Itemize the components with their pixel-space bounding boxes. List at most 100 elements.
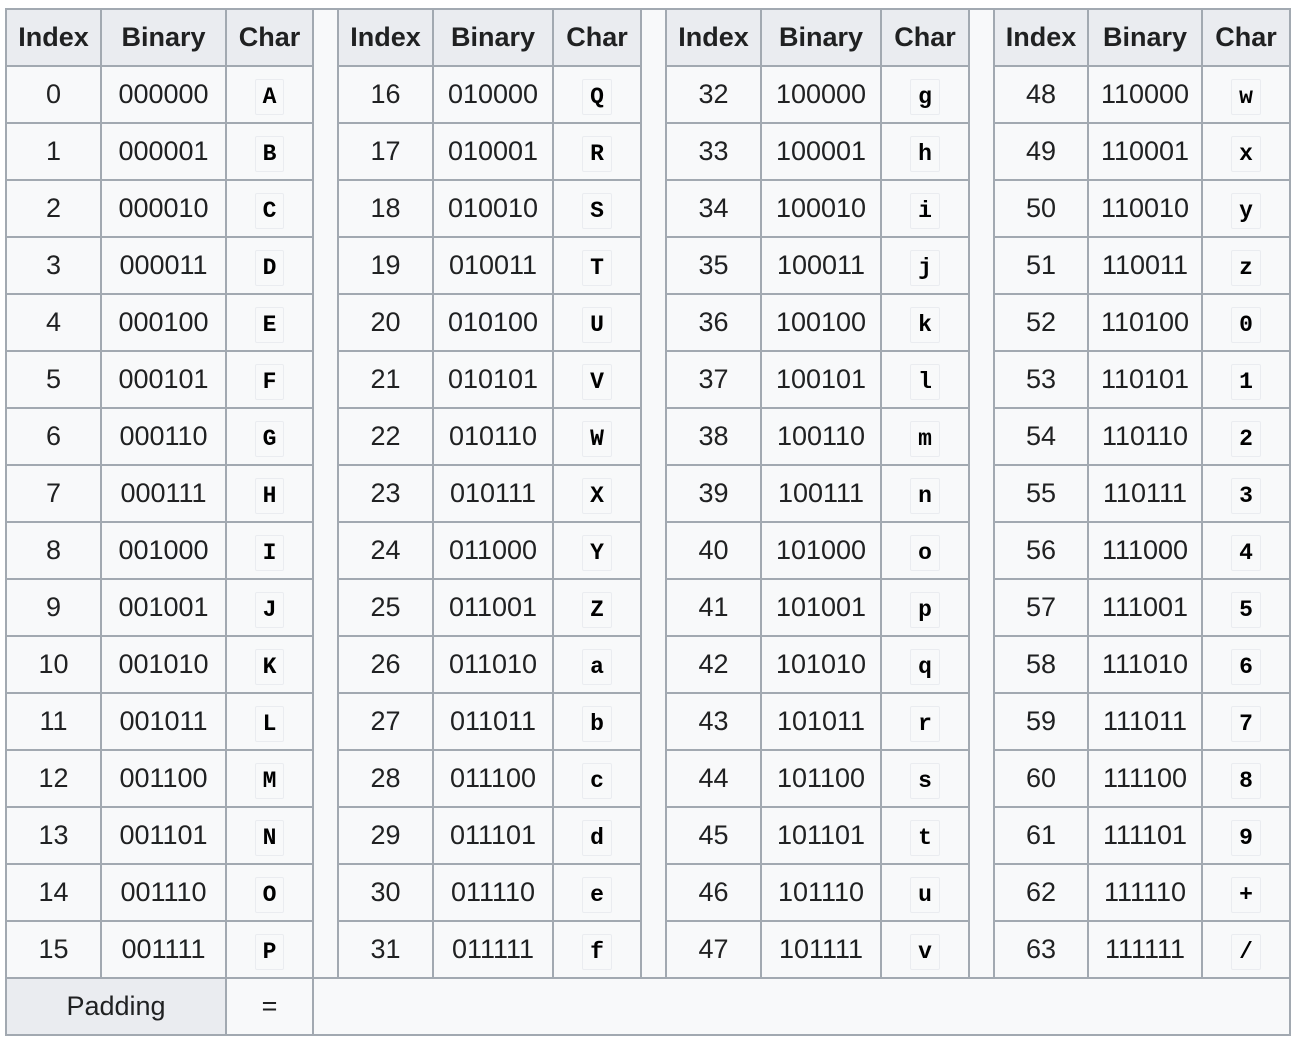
char-cell: V: [552, 350, 642, 409]
char-cell: /: [1201, 920, 1291, 979]
header-row: Index Binary Char Index Binary Char Index Binar…: [5, 8, 1291, 979]
char-code: 4: [1231, 535, 1261, 571]
index-cell: 53: [993, 350, 1089, 409]
char-code: r: [910, 706, 940, 742]
char-code: U: [582, 307, 612, 343]
binary-cell: 000011: [100, 236, 227, 295]
binary-cell: 001010: [100, 635, 227, 694]
index-cell: 21: [337, 350, 434, 409]
index-cell: 46: [665, 863, 762, 922]
index-cell: 44: [665, 749, 762, 808]
char-cell: 6: [1201, 635, 1291, 694]
char-cell: 9: [1201, 806, 1291, 865]
char-code: f: [582, 934, 612, 970]
char-cell: O: [225, 863, 314, 922]
char-code: b: [582, 706, 612, 742]
index-cell: 41: [665, 578, 762, 637]
index-cell: 55: [993, 464, 1089, 523]
char-cell: u: [880, 863, 970, 922]
binary-cell: 111110: [1087, 863, 1203, 922]
char-cell: s: [880, 749, 970, 808]
index-cell: 60: [993, 749, 1089, 808]
index-cell: 42: [665, 635, 762, 694]
index-cell: 23: [337, 464, 434, 523]
char-cell: S: [552, 179, 642, 238]
binary-cell: 010100: [432, 293, 554, 352]
binary-cell: 011110: [432, 863, 554, 922]
table-row: 14 001110 O 30 011110 e 46 101110 u 62 111110 +: [5, 863, 1291, 922]
char-cell: 0: [1201, 293, 1291, 352]
binary-cell: 110110: [1087, 407, 1203, 466]
binary-cell: 001011: [100, 692, 227, 751]
char-cell: H: [225, 464, 314, 523]
char-code: A: [254, 79, 285, 115]
index-cell: 6: [5, 407, 102, 466]
char-code: F: [254, 364, 285, 400]
index-cell: 47: [665, 920, 762, 979]
char-code: 3: [1231, 478, 1261, 514]
binary-cell: 110010: [1087, 179, 1203, 238]
char-cell: 3: [1201, 464, 1291, 523]
char-code: m: [910, 421, 940, 457]
index-cell: 25: [337, 578, 434, 637]
index-cell: 13: [5, 806, 102, 865]
binary-cell: 110111: [1087, 464, 1203, 523]
binary-cell: 001111: [100, 920, 227, 979]
binary-cell: 100000: [760, 65, 882, 124]
char-cell: W: [552, 407, 642, 466]
char-code: L: [254, 706, 285, 742]
index-cell: 50: [993, 179, 1089, 238]
binary-cell: 101101: [760, 806, 882, 865]
char-code: 9: [1231, 820, 1261, 856]
index-cell: 30: [337, 863, 434, 922]
padding-char: =: [225, 977, 314, 1036]
char-cell: h: [880, 122, 970, 181]
column-header-index: Index: [5, 8, 102, 67]
char-cell: n: [880, 464, 970, 523]
char-cell: L: [225, 692, 314, 751]
table-row: 11 001011 L 27 011011 b 43 101011 r 59 111011 7: [5, 692, 1291, 751]
char-cell: r: [880, 692, 970, 751]
char-cell: o: [880, 521, 970, 580]
binary-cell: 011011: [432, 692, 554, 751]
char-code: w: [1231, 79, 1261, 115]
binary-cell: 101011: [760, 692, 882, 751]
binary-cell: 111101: [1087, 806, 1203, 865]
binary-cell: 011111: [432, 920, 554, 979]
char-cell: 7: [1201, 692, 1291, 751]
index-cell: 58: [993, 635, 1089, 694]
index-cell: 63: [993, 920, 1089, 979]
column-header-index: Index: [337, 8, 434, 67]
char-code: 2: [1231, 421, 1261, 457]
char-code: X: [582, 478, 612, 514]
char-cell: 4: [1201, 521, 1291, 580]
char-code: 1: [1231, 364, 1261, 400]
char-cell: d: [552, 806, 642, 865]
char-code: z: [1231, 250, 1261, 286]
table-row: 5 000101 F 21 010101 V 37 100101 l 53 110101 1: [5, 350, 1291, 409]
char-code: o: [910, 535, 940, 571]
char-code: W: [582, 421, 612, 457]
binary-cell: 101000: [760, 521, 882, 580]
char-code: q: [910, 649, 940, 685]
column-header-char: Char: [225, 8, 314, 67]
char-cell: +: [1201, 863, 1291, 922]
binary-cell: 111001: [1087, 578, 1203, 637]
char-code: S: [582, 193, 612, 229]
index-cell: 5: [5, 350, 102, 409]
binary-cell: 001100: [100, 749, 227, 808]
char-code: v: [910, 934, 940, 970]
binary-cell: 011001: [432, 578, 554, 637]
binary-cell: 010101: [432, 350, 554, 409]
binary-cell: 011010: [432, 635, 554, 694]
index-cell: 24: [337, 521, 434, 580]
char-cell: 2: [1201, 407, 1291, 466]
table-row: 9 001001 J 25 011001 Z 41 101001 p 57 111001 5: [5, 578, 1291, 637]
index-cell: 4: [5, 293, 102, 352]
char-cell: e: [552, 863, 642, 922]
binary-cell: 101110: [760, 863, 882, 922]
binary-cell: 000111: [100, 464, 227, 523]
char-cell: K: [225, 635, 314, 694]
char-code: D: [254, 250, 285, 286]
char-cell: D: [225, 236, 314, 295]
